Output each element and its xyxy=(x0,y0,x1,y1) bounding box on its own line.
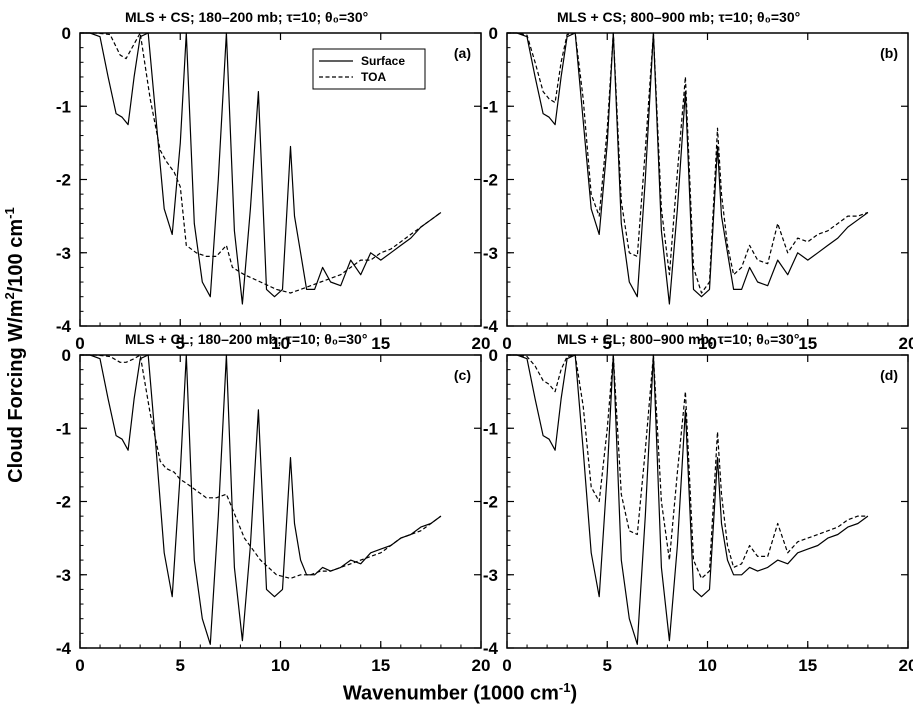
y-tick-label: -1 xyxy=(483,97,498,116)
x-tick-label: 0 xyxy=(502,334,511,353)
y-tick-label: 0 xyxy=(489,24,498,43)
y-axis-label: Cloud Forcing W/m2/100 cm-1 xyxy=(2,207,28,483)
chart-panel-1: 0 5 10 15 20 0 -1 -2 -3 -4 (b) xyxy=(483,24,913,353)
y-tick-label: -2 xyxy=(56,171,71,190)
y-tick-label: -3 xyxy=(56,244,71,263)
y-tick-label: -4 xyxy=(56,639,72,658)
x-tick-label: 0 xyxy=(75,656,84,675)
x-tick-label: 15 xyxy=(371,334,390,353)
plot-frame xyxy=(506,32,909,327)
x-axis-label-main: Wavenumber (1000 cm xyxy=(342,682,559,705)
x-tick-label: 5 xyxy=(603,334,612,353)
x-axis-label-sup: -1 xyxy=(558,680,571,695)
x-tick-label: 10 xyxy=(698,334,717,353)
y-tick-label: 0 xyxy=(489,346,498,365)
y-tick-label: -4 xyxy=(483,639,499,658)
y-tick-label: -4 xyxy=(56,317,72,336)
plot-frame xyxy=(506,354,909,649)
legend-box xyxy=(312,48,426,90)
x-tick-label: 0 xyxy=(502,656,511,675)
x-axis-label: Wavenumber (1000 cm-1) xyxy=(280,680,640,706)
x-tick-label: 15 xyxy=(798,656,817,675)
plot-frame xyxy=(79,354,482,649)
x-tick-label: 5 xyxy=(603,656,612,675)
x-tick-label: 10 xyxy=(698,656,717,675)
x-tick-label: 15 xyxy=(798,334,817,353)
x-tick-label: 10 xyxy=(271,656,290,675)
panel-letter: (d) xyxy=(880,367,898,383)
series-toa-line xyxy=(80,354,442,580)
y-tick-label: 0 xyxy=(62,346,71,365)
series-surface-line xyxy=(507,32,869,305)
chart-panel-2: 0 5 10 15 20 0 -1 -2 -3 -4 (c) xyxy=(56,346,491,675)
y-tick-label: -1 xyxy=(56,419,71,438)
y-tick-label: -1 xyxy=(483,419,498,438)
x-tick-label: 0 xyxy=(75,334,84,353)
panel-letter: (b) xyxy=(880,45,898,61)
panel-d-title: MLS + CL; 800–900 mb; τ=10; θ₀=30° xyxy=(557,331,800,347)
series-toa-line xyxy=(507,32,869,294)
panel-a-title: MLS + CS; 180–200 mb; τ=10; θ₀=30° xyxy=(125,9,369,25)
y-tick-label: -1 xyxy=(56,97,71,116)
panel-letter: (a) xyxy=(454,45,471,61)
x-tick-label: 20 xyxy=(899,334,913,353)
y-tick-label: -2 xyxy=(483,171,498,190)
series-toa-line xyxy=(507,354,868,580)
chart-panel-3: 0 5 10 15 20 0 -1 -2 -3 -4 (d) xyxy=(483,346,913,675)
legend-label-surface: Surface xyxy=(361,54,405,68)
x-tick-label: 20 xyxy=(472,656,491,675)
y-tick-label: -2 xyxy=(56,493,71,512)
y-tick-label: -2 xyxy=(483,493,498,512)
panel-b-title: MLS + CS; 800–900 mb; τ=10; θ₀=30° xyxy=(557,9,801,25)
x-tick-label: 20 xyxy=(472,334,491,353)
x-tick-label: 15 xyxy=(371,656,390,675)
y-tick-label: -3 xyxy=(483,566,498,585)
x-tick-label: 5 xyxy=(176,656,185,675)
x-tick-label: 10 xyxy=(271,334,290,353)
chart-panel-0: 0 5 10 15 20 0 -1 -2 -3 -4 (a) Surface TOA xyxy=(56,24,491,353)
legend-label-toa: TOA xyxy=(361,70,386,84)
x-tick-label: 5 xyxy=(176,334,185,353)
y-axis-label-sup1: 2 xyxy=(2,292,18,300)
panel-letter: (c) xyxy=(454,367,471,383)
y-axis-label-sup2: -1 xyxy=(2,207,18,219)
x-tick-label: 20 xyxy=(899,656,913,675)
series-toa-line xyxy=(80,32,442,294)
series-surface-line xyxy=(507,354,869,645)
y-tick-label: -3 xyxy=(483,244,498,263)
y-tick-label: 0 xyxy=(62,24,71,43)
y-tick-label: -4 xyxy=(483,317,499,336)
y-axis-label-main: Cloud Forcing W/m xyxy=(4,299,27,483)
x-axis-label-end: ) xyxy=(570,682,578,705)
series-surface-line xyxy=(80,354,442,645)
y-axis-label-mid: /100 cm xyxy=(4,218,27,293)
panel-c-title: MLS + CL; 180–200 mb; τ=10; θ₀=30° xyxy=(125,331,368,347)
y-tick-label: -3 xyxy=(56,566,71,585)
